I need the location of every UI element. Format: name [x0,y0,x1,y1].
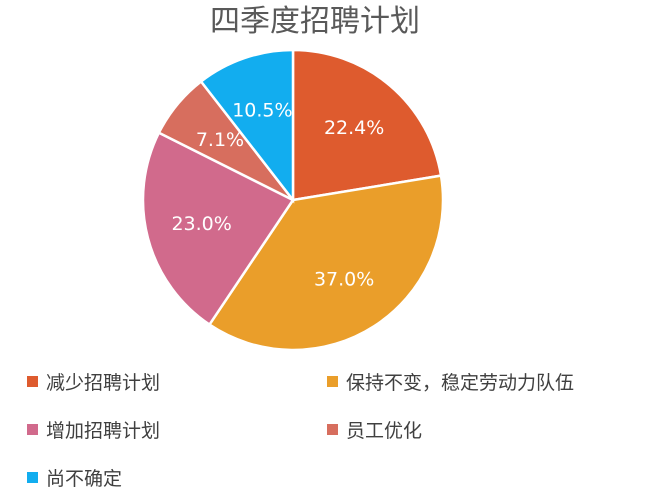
legend-swatch-3 [327,424,338,435]
data-label-1: 37.0% [314,268,374,290]
legend-label-4: 尚不确定 [46,468,123,490]
legend-item-4: 尚不确定 [27,464,122,491]
legend-label-0: 减少招聘计划 [46,372,161,394]
legend-swatch-4 [27,472,38,483]
chart-title: 四季度招聘计划 [210,4,420,39]
data-label-0: 22.4% [324,117,384,139]
data-label-2: 23.0% [171,213,231,235]
legend-swatch-2 [27,424,38,435]
pie-slice-4 [199,48,295,204]
legend-label-1: 保持不变，稳定劳动力队伍 [346,372,575,394]
pie-slice-0 [291,48,443,202]
legend-label-3: 员工优化 [346,420,423,442]
legend-item-2: 增加招聘计划 [27,416,160,443]
legend-item-1: 保持不变，稳定劳动力队伍 [327,368,574,395]
data-label-3: 7.1% [196,129,244,151]
data-label-4: 10.5% [232,100,292,122]
legend-swatch-0 [27,376,38,387]
legend-label-2: 增加招聘计划 [46,420,161,442]
pie-chart: 22.4% 37.0% 23.0% 7.1% 10.5% [141,48,445,352]
pie-slice-2 [141,131,295,327]
legend-item-0: 减少招聘计划 [27,368,160,395]
pie-slice-1 [207,174,445,352]
legend-swatch-1 [327,376,338,387]
legend-item-3: 员工优化 [327,416,422,443]
